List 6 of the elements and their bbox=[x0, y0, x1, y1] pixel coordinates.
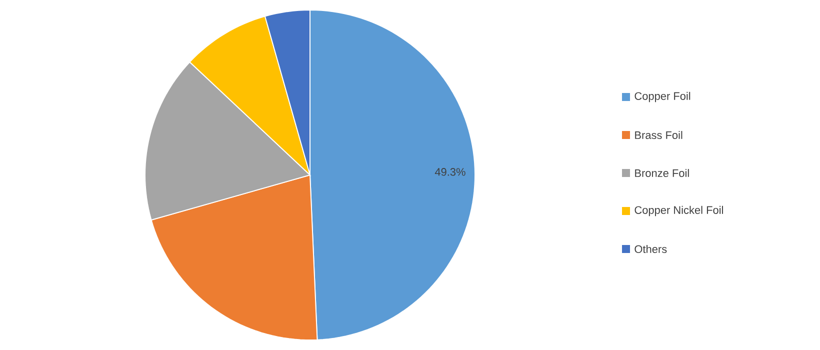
legend-label: Copper Nickel Foil bbox=[634, 206, 723, 216]
legend-label: Bronze Foil bbox=[635, 168, 689, 178]
legend-label: Others bbox=[634, 244, 667, 254]
legend-label: Brass Foil bbox=[635, 130, 682, 140]
legend-label: Copper Foil bbox=[634, 92, 690, 102]
data-label: 49.3% bbox=[434, 168, 466, 176]
